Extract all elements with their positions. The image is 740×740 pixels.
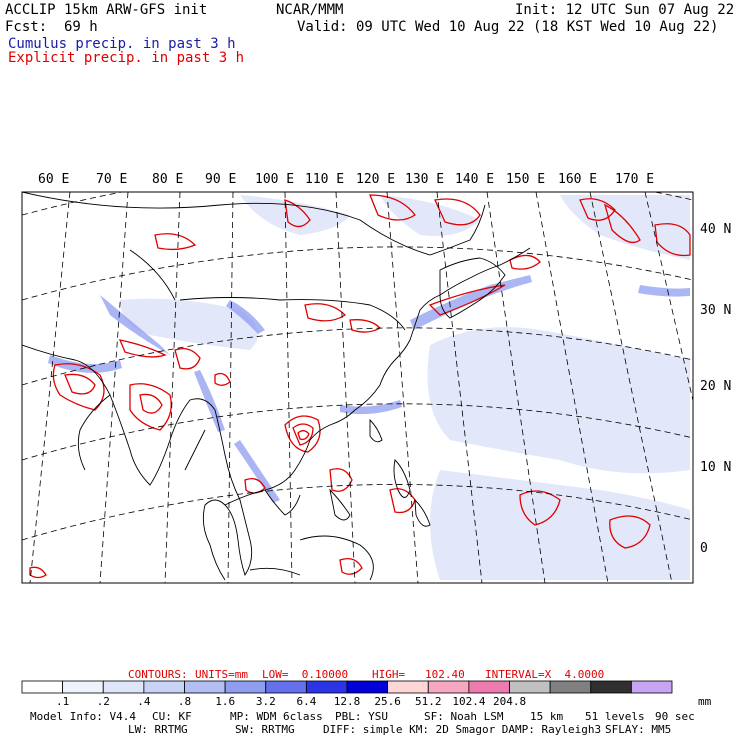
cumulus-precip-areas <box>120 195 690 580</box>
graticule <box>22 192 693 583</box>
longwave-scheme: LW: RRTMG <box>128 723 188 736</box>
surface-layer: SFLAY: MM5 <box>605 723 672 736</box>
shortwave-scheme: SW: RRTMG <box>235 723 295 736</box>
grid-spacing: 15 km <box>530 710 564 723</box>
lon-label: 80 E <box>152 172 184 187</box>
lon-label: 170 E <box>615 172 655 187</box>
contours-interval: INTERVAL=X 4.0000 <box>485 668 605 681</box>
colorbar-swatch <box>102 680 145 694</box>
colorbar-swatch <box>549 680 592 694</box>
contours-low: LOW= 0.10000 <box>262 668 349 681</box>
colorbar-tick-label: 51.2 <box>415 695 442 708</box>
colorbar-swatch <box>21 680 64 694</box>
init-time: Init: 12 UTC Sun 07 Aug 22 <box>515 2 735 18</box>
precip-colorbar <box>21 680 673 694</box>
coastlines <box>22 192 531 581</box>
colorbar-swatch <box>427 680 470 694</box>
lat-label: 30 N <box>700 303 732 318</box>
lon-label: 100 E <box>255 172 295 187</box>
lat-label: 10 N <box>700 460 732 475</box>
colorbar-swatch <box>468 680 510 694</box>
contours-high: HIGH= 102.40 <box>372 668 465 681</box>
lon-label: 120 E <box>356 172 396 187</box>
time-step: 90 sec <box>655 710 695 723</box>
colorbar-swatch <box>346 680 389 694</box>
colorbar-tick-label: .1 <box>56 695 70 708</box>
colorbar-tick-label: .8 <box>177 695 192 708</box>
organization-label: NCAR/MMM <box>276 2 344 18</box>
lat-label: 20 N <box>700 379 732 394</box>
colorbar-tick-label: 25.6 <box>374 695 401 708</box>
colorbar-swatch <box>387 680 429 694</box>
contours-units: UNITS=mm <box>195 668 248 681</box>
colorbar-swatch <box>305 680 348 694</box>
colorbar-unit: mm <box>698 695 712 708</box>
colorbar-tick-label: .2 <box>96 695 110 708</box>
forecast-hour: 69 h <box>64 19 98 35</box>
colorbar-swatch <box>509 680 551 694</box>
colorbar-swatch <box>143 680 185 694</box>
contours-prefix: CONTOURS: <box>128 668 188 681</box>
lon-label: 110 E <box>305 172 345 187</box>
colorbar-swatch <box>590 680 632 694</box>
cumulus-legend: Cumulus precip. in past 3 h <box>8 36 236 52</box>
lat-label: 0 <box>700 541 708 556</box>
microphysics-scheme: MP: WDM 6class <box>230 710 323 723</box>
valid-time: Valid: 09 UTC Wed 10 Aug 22 (18 KST Wed … <box>297 19 719 35</box>
model-info: Model Info: V4.4 <box>30 710 136 723</box>
explicit-legend: Explicit precip. in past 3 h <box>8 50 245 66</box>
diffusion-damping: DIFF: simple KM: 2D Smagor DAMP: Rayleig… <box>323 723 602 736</box>
lat-label: 40 N <box>700 222 732 237</box>
surface-scheme: SF: Noah LSM <box>424 710 504 723</box>
colorbar-tick-label: 204.8 <box>493 695 527 708</box>
colorbar-tick-label: 102.4 <box>452 695 486 708</box>
colorbar-tick-label: .4 <box>137 695 151 708</box>
colorbar-swatch <box>630 680 673 694</box>
colorbar-tick-label: 3.2 <box>255 695 276 708</box>
colorbar-tick-label: 6.4 <box>296 695 317 708</box>
colorbar-swatch <box>265 680 307 694</box>
lon-label: 130 E <box>405 172 445 187</box>
model-title: ACCLIP 15km ARW-GFS init <box>5 2 208 18</box>
colorbar-swatch <box>224 680 267 694</box>
colorbar-swatch <box>184 680 226 694</box>
lon-label: 150 E <box>506 172 546 187</box>
vertical-levels: 51 levels <box>585 710 645 723</box>
colorbar-tick-label: 1.6 <box>215 695 236 708</box>
lon-label: 140 E <box>455 172 495 187</box>
lon-label: 60 E <box>38 172 70 187</box>
lon-label: 90 E <box>205 172 237 187</box>
colorbar-tick-label: 12.8 <box>333 695 361 708</box>
lon-label: 70 E <box>96 172 128 187</box>
colorbar-swatch <box>62 680 104 694</box>
forecast-label: Fcst: <box>5 19 48 35</box>
pbl-scheme: PBL: YSU <box>335 710 388 723</box>
cumulus-scheme: CU: KF <box>152 710 192 723</box>
lon-label: 160 E <box>558 172 598 187</box>
